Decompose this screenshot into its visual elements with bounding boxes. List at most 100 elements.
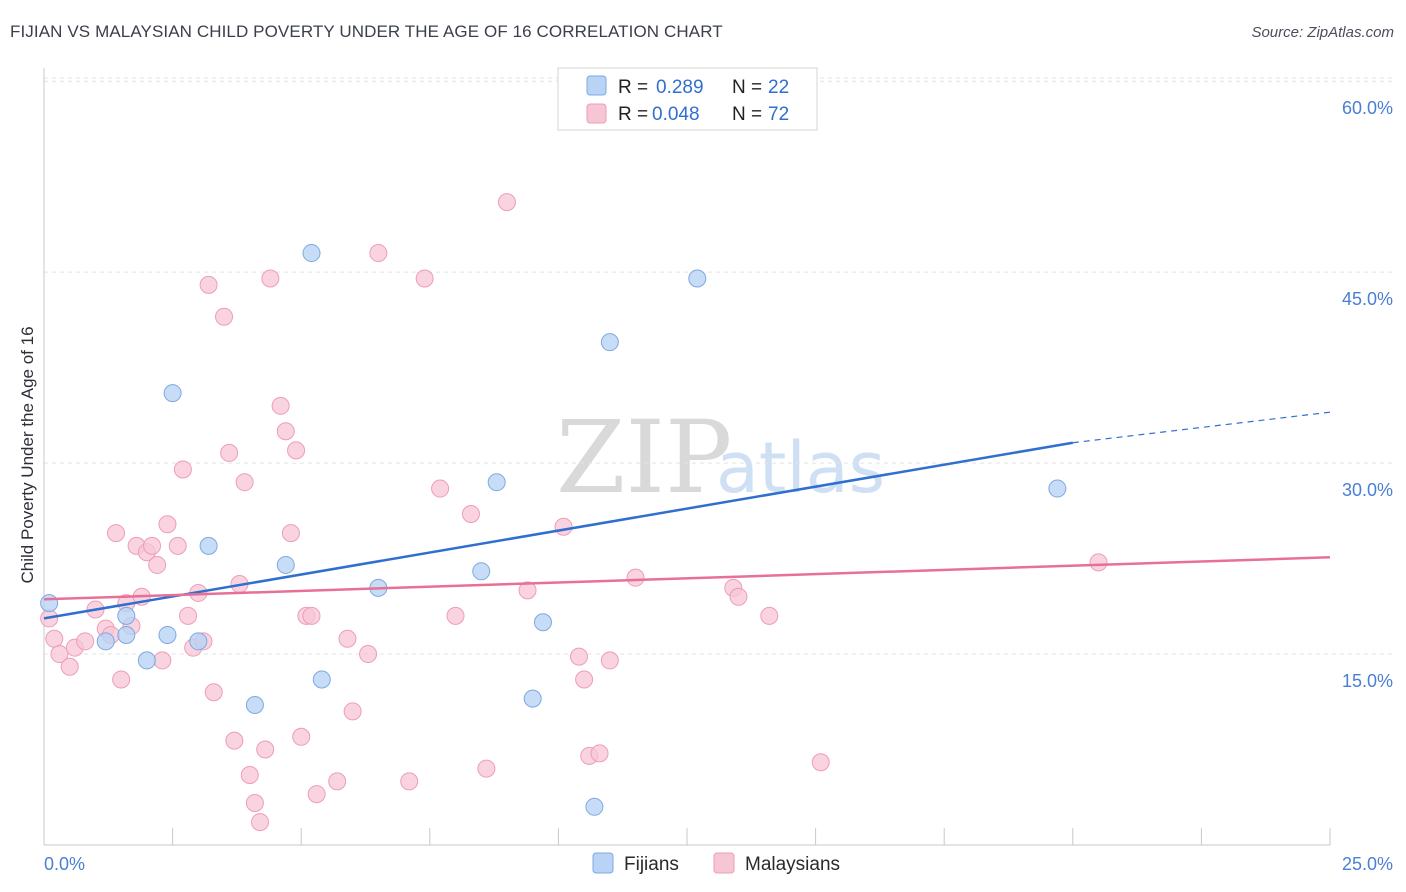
x-tick-label-max: 25.0% [1342,854,1393,874]
fijians-point [163,384,182,403]
legend-r-label-malaysians: R = [618,104,648,125]
fijians-point [1048,479,1067,498]
malaysians-point [328,772,347,791]
y-tick-label: 30.0% [1342,480,1393,500]
watermark-atlas: atlas [716,427,885,509]
malaysians-point [1089,553,1108,572]
malaysians-point [811,753,830,772]
malaysians-point [143,536,162,555]
fijians-point [137,651,156,670]
malaysians-point [107,524,126,543]
malaysians-point [173,460,192,479]
y-tick-labels: 15.0% 30.0% 45.0% 60.0% [1342,98,1393,691]
bottom-legend-swatch-malaysians [713,852,735,874]
malaysians-point [158,515,177,534]
source-label: Source: ZipAtlas.com [1251,24,1394,41]
fijians-points [40,244,1067,816]
legend-n-label-malaysians: N = [732,104,762,125]
fijians-point [117,625,136,644]
malaysians-point [60,657,79,676]
legend-r-label-fijians: R = [618,77,648,98]
malaysians-point [287,441,306,460]
malaysians-points [40,97,1108,832]
y-tick-label: 60.0% [1342,98,1393,118]
fijians-point [312,670,331,689]
malaysians-point [369,244,388,263]
fijians-point [472,562,491,581]
correlation-legend: R = 0.289 N = 22 R = 0.048 N = 72 [557,67,818,131]
fijians-point [96,632,115,651]
series-legend: Fijians Malaysians [592,852,840,875]
malaysians-point [626,568,645,587]
malaysians-point [153,651,172,670]
malaysians-point [590,744,609,763]
malaysians-point [251,813,270,832]
malaysians-point [50,645,69,664]
malaysians-point [204,683,223,702]
malaysians-point [45,629,64,648]
malaysians-point [225,731,244,750]
fijians-point [276,555,295,574]
malaysians-point [307,785,326,804]
malaysians-point [199,275,218,294]
legend-n-value-fijians: 22 [768,77,789,98]
legend-r-value-malaysians: 0.048 [652,104,700,125]
malaysians-point [256,740,275,759]
legend-swatch-malaysians [586,103,607,124]
legend-n-value-malaysians: 72 [768,104,789,125]
fijians-point [688,269,707,288]
malaysians-point [168,536,187,555]
malaysians-point [431,479,450,498]
fijians-point [585,797,604,816]
fijians-point [302,244,321,263]
malaysians-point [271,396,290,415]
malaysians-point [112,670,131,689]
y-tick-label: 15.0% [1342,671,1393,691]
malaysians-point [292,727,311,746]
malaysians-point [446,606,465,625]
gridlines [44,77,1393,655]
malaysians-point [240,765,259,784]
malaysians-point [281,524,300,543]
bottom-legend-label-malaysians: Malaysians [745,854,840,875]
fijians-point [487,473,506,492]
legend-swatch-fijians [586,75,607,96]
fijians-trend-extension [1072,411,1331,444]
fijians-trend-line [43,441,1074,620]
malaysians-point [554,517,573,536]
malaysians-point [600,651,619,670]
malaysians-point [359,645,378,664]
malaysians-point [215,307,234,326]
malaysians-point [148,555,167,574]
bottom-legend-swatch-fijians [592,852,614,874]
malaysians-point [179,606,198,625]
bottom-legend-label-fijians: Fijians [624,854,679,875]
chart-title: FIJIAN VS MALAYSIAN CHILD POVERTY UNDER … [10,22,723,41]
watermark-zip: ZIP [556,399,732,516]
fijians-point [117,606,136,625]
malaysians-point [235,473,254,492]
malaysians-point [400,772,419,791]
y-tick-label: 45.0% [1342,289,1393,309]
fijians-point [189,632,208,651]
malaysians-point [569,647,588,666]
malaysians-trend-line [43,556,1331,601]
legend-r-value-fijians: 0.289 [656,77,704,98]
malaysians-point [575,670,594,689]
malaysians-point [729,587,748,606]
malaysians-point [518,581,537,600]
malaysians-point [302,606,321,625]
trend-lines [43,411,1331,620]
fijians-point [600,333,619,352]
y-axis-label: Child Poverty Under the Age of 16 [18,326,37,583]
fijians-point [199,536,218,555]
malaysians-point [760,606,779,625]
legend-n-label-fijians: N = [732,77,762,98]
malaysians-point [343,702,362,721]
malaysians-point [245,793,264,812]
malaysians-point [461,505,480,524]
malaysians-point [338,629,357,648]
fijians-point [533,613,552,632]
x-ticks [43,828,1331,845]
